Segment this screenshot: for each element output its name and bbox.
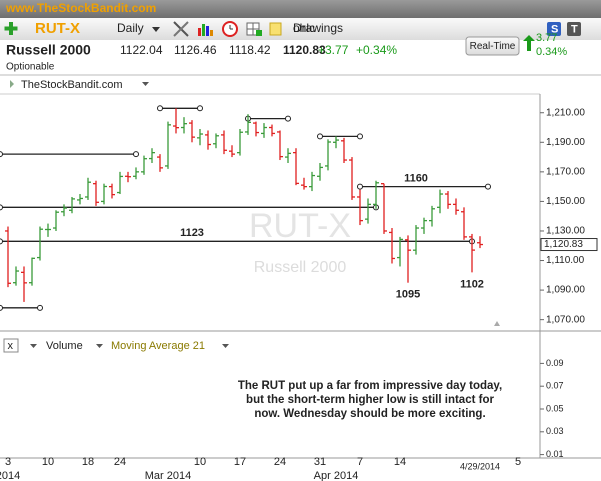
period-dropdown[interactable] [152,27,160,32]
y-tick-label: 1,190.00 [546,137,585,148]
x-month-label: Apr 2014 [314,470,359,481]
overlay-dropdown[interactable] [142,82,149,86]
volume-tick-label: 0.03 [546,426,564,436]
x-tick-label: 3 [5,456,11,468]
level-handle [357,183,363,190]
overlay-label: TheStockBandit.com [21,79,123,91]
watermark-symbol: RUT-X [249,207,351,245]
note-line: but the short-term higher low is still i… [246,394,494,406]
quote-name: Russell 2000 [6,42,91,58]
y-tick-label: 1,210.00 [546,107,585,118]
overlay-icon [8,80,14,88]
grid-icon[interactable] [246,22,262,36]
indicator-title: Moving Average 21 [111,340,205,352]
annotation: 1102 [460,278,484,290]
volume-tick-label: 0.05 [546,403,564,413]
up-arrow [523,35,535,51]
scroll-marker[interactable] [494,321,500,326]
close-panel-x[interactable]: x [8,340,14,352]
x-tick-label: 10 [194,456,206,468]
level-handle [0,151,3,158]
y-tick-label: 1,170.00 [546,166,585,177]
quote-high: 1126.46 [174,43,217,57]
optionable: Optionable [6,62,55,73]
volume-tick-label: 0.09 [546,358,564,368]
volume-title: Volume [46,340,83,352]
level-handle [37,304,43,311]
t-button[interactable] [567,22,581,36]
x-tick-label: 31 [314,456,326,468]
indicator-icon[interactable] [198,24,213,36]
drawings-button[interactable]: Drawings [293,21,343,35]
level-handle [0,204,3,211]
level-handle [0,238,3,245]
rt-change-pct: 0.34% [536,46,567,58]
watermark-name: Russell 2000 [254,259,347,276]
drawings[interactable]: ohlc [293,21,315,35]
y-tick-label: 1,150.00 [546,196,585,207]
level-handle [133,151,139,158]
level-handle [485,183,491,190]
x-tick-label: 24 [274,456,286,468]
level-handle [197,105,203,112]
annotation: 1123 [180,227,204,239]
level-handle [285,115,291,122]
annotation: 1160 [404,173,428,185]
x-tick-label: 24 [114,456,126,468]
site-url: www.TheStockBandit.com [5,1,156,15]
s-button[interactable] [547,22,561,36]
y-tick-label: 1,070.00 [546,314,585,325]
x-tick-label: 10 [42,456,54,468]
toolbar [0,18,601,40]
x-month-label: 2014 [0,470,20,481]
x-tick-label: 18 [82,456,94,468]
panel-dropdown[interactable] [30,344,37,348]
volume-tick-label: 0.01 [546,449,564,459]
quote-close: 1120.83 [283,43,326,57]
x-tick-label: 14 [394,456,406,468]
rt-change: 3.77 [536,32,557,44]
realtime-label[interactable]: Real-Time [470,41,516,52]
s-button-label[interactable]: S [551,23,558,35]
period[interactable]: Daily [117,21,144,35]
close-panel[interactable] [3,338,19,353]
site-bar [0,0,601,18]
quote-low: 1118.42 [229,43,271,57]
note-line: The RUT put up a far from impressive day… [238,380,502,392]
level-handle [317,133,323,140]
annotation: 1095 [396,289,420,301]
level-handle [357,133,363,140]
volume-tick-label: 0.07 [546,381,564,391]
last-price: 1,120.83 [544,239,583,250]
quote-change: +3.77 [318,43,349,57]
y-tick-label: 1,110.00 [546,255,585,266]
x-tick-label: 7 [357,456,363,468]
level-handle [0,304,3,311]
note-line: now. Wednesday should be more exciting. [254,408,485,420]
x-tick-label: 17 [234,456,246,468]
quote-change-pct: +0.34% [356,43,397,57]
last-price-box [540,238,598,252]
tools-icon[interactable] [173,21,189,37]
volume-dropdown[interactable] [96,344,103,348]
add-icon[interactable] [4,22,18,35]
realtime-button[interactable] [465,36,520,56]
notes-icon[interactable] [269,22,282,36]
y-tick-label: 1,130.00 [546,226,585,237]
date-label: 4/29/2014 [460,461,500,471]
y-tick-label: 1,090.00 [546,285,585,296]
x-month-label: Mar 2014 [145,470,191,481]
level-handle [157,105,163,112]
alert-icon[interactable] [222,21,238,37]
quote-open: 1122.04 [120,43,163,57]
future-label: 5 [515,456,521,468]
indicator-dropdown[interactable] [222,344,229,348]
symbol[interactable]: RUT-X [35,20,80,37]
t-button-label[interactable]: T [571,23,578,35]
